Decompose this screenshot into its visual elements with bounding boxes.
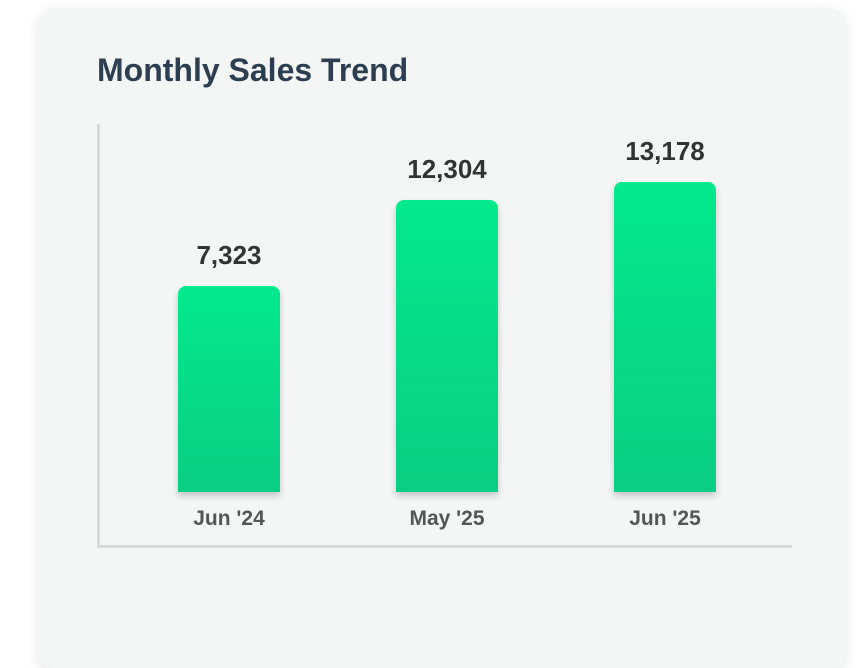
category-label: May '25 — [409, 507, 485, 530]
bar — [614, 182, 716, 492]
bar — [396, 200, 498, 492]
bar-value-label: 13,178 — [625, 136, 705, 166]
bar — [178, 286, 280, 492]
chart-title: Monthly Sales Trend — [97, 52, 409, 88]
category-label: Jun '25 — [629, 507, 701, 530]
bar-chart-plot-area: 7,323 Jun '24 12,304 May '25 13,178 Jun '25 — [97, 124, 792, 548]
bar-value-label: 12,304 — [407, 154, 487, 184]
bar-column: 12,304 May '25 — [338, 154, 556, 545]
bar-column: 7,323 Jun '24 — [120, 240, 338, 545]
bar-column: 13,178 Jun '25 — [556, 136, 774, 545]
category-label: Jun '24 — [193, 507, 265, 530]
bar-value-label: 7,323 — [196, 240, 262, 270]
chart-card: Monthly Sales Trend 7,323 Jun '24 12,304 Ma… — [38, 8, 846, 668]
